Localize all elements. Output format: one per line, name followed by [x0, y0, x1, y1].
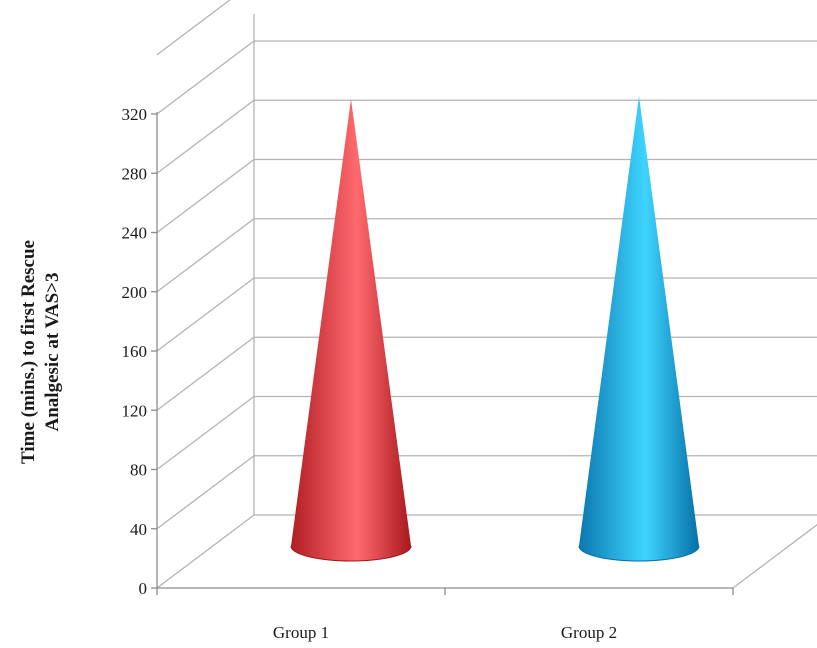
grid-diagonal	[156, 336, 255, 411]
y-tick-label: 80	[130, 461, 147, 480]
y-axis-label-line-1: Time (mins.) to first Rescue	[18, 240, 39, 464]
grid-diagonal	[156, 218, 255, 293]
cones	[290, 96, 700, 562]
grid-diagonal	[156, 40, 255, 115]
grid-diagonal	[156, 158, 255, 234]
grid-diagonal	[156, 0, 231, 56]
x-category-label: Group 2	[561, 623, 617, 642]
y-axis-ticks: 0 40 80 120 160 200 240 280 320	[122, 105, 157, 598]
cone-1	[290, 99, 412, 562]
floor-right-edge	[732, 523, 817, 589]
y-axis-label-line-2: Analgesic at VAS>3	[42, 273, 63, 432]
y-tick-label: 240	[122, 224, 148, 243]
x-category-label: Group 1	[273, 623, 329, 642]
y-tick-label: 320	[122, 105, 148, 124]
cone-body	[291, 99, 411, 561]
grid-diagonal	[156, 277, 255, 352]
grid-diagonal	[156, 514, 255, 589]
y-tick-label: 40	[130, 520, 147, 539]
grid	[156, 0, 817, 589]
x-axis-labels: Group 1 Group 2	[273, 623, 617, 642]
grid-diagonal	[156, 395, 255, 471]
cone-base-edge	[290, 545, 412, 562]
y-tick-label: 120	[122, 401, 148, 420]
axes	[156, 112, 734, 595]
y-tick-label: 160	[122, 342, 148, 361]
grid-diagonal	[156, 455, 255, 530]
cone-base-edge	[578, 545, 700, 562]
y-tick-label: 0	[139, 579, 148, 598]
cone-body	[579, 96, 699, 561]
cone-2	[578, 96, 700, 562]
y-tick-label: 200	[122, 283, 148, 302]
grid-diagonal	[156, 99, 255, 174]
y-tick-label: 280	[122, 164, 148, 183]
